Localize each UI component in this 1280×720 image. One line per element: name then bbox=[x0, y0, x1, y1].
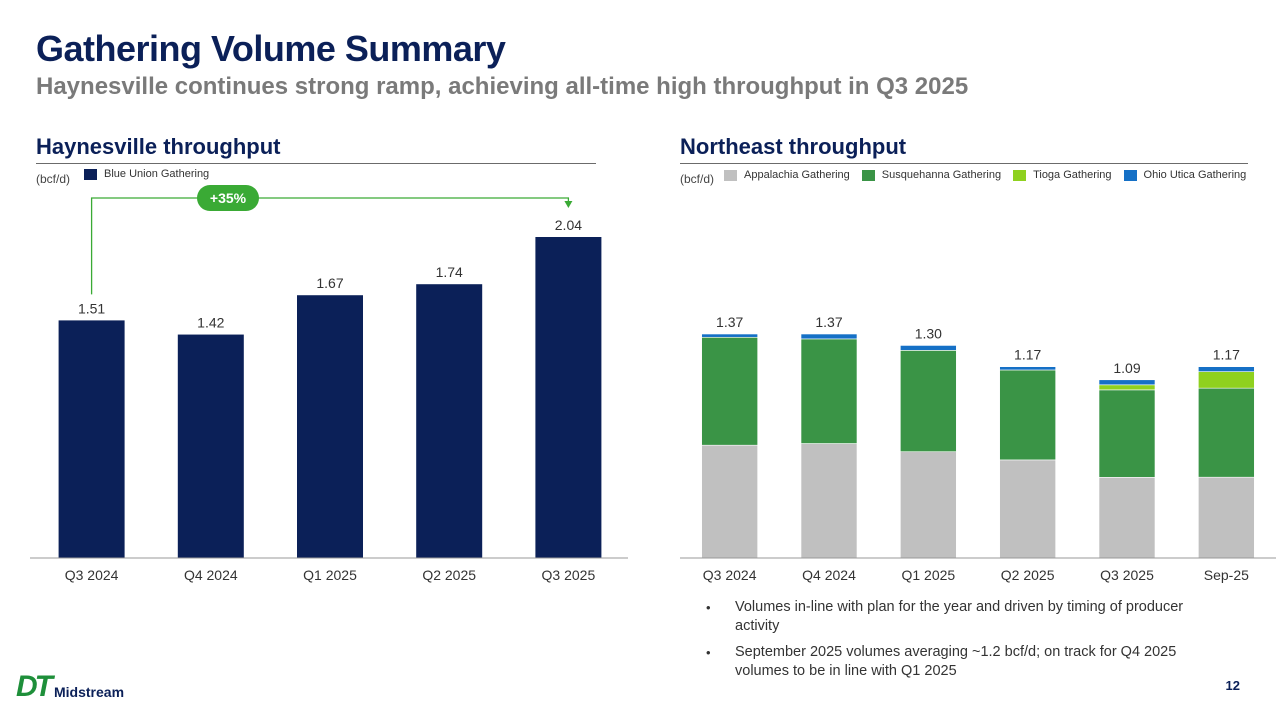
haynesville-heading: Haynesville throughput bbox=[36, 134, 281, 159]
haynesville-heading-rule bbox=[36, 163, 596, 164]
bar-segment-susquehanna-gathering-q3-2024 bbox=[701, 336, 758, 446]
data-label-q3-2024: 1.51 bbox=[78, 300, 105, 316]
bar-segment-ohio-utica-gathering-q4-2024 bbox=[800, 333, 858, 340]
bar-q1-2025 bbox=[297, 295, 363, 558]
logo-text: Midstream bbox=[54, 684, 125, 700]
bar-segment-susquehanna-gathering-q1-2025 bbox=[900, 350, 957, 453]
commentary-bullets: • Volumes in-line with plan for the year… bbox=[706, 598, 1186, 688]
bar-q2-2025 bbox=[416, 284, 483, 558]
legend-label-blue-union: Blue Union Gathering bbox=[104, 168, 210, 180]
legend-item-tioga: Tioga Gathering bbox=[1013, 169, 1112, 181]
legend-item-susquehanna: Susquehanna Gathering bbox=[861, 169, 1002, 181]
bar-segment-appalachia-gathering-sep-25 bbox=[1198, 476, 1255, 559]
tick-label-q3-2024: Q3 2024 bbox=[65, 567, 119, 583]
logo-mark: DT bbox=[16, 670, 53, 703]
bar-segment-appalachia-gathering-q4-2024 bbox=[800, 443, 858, 559]
northeast-heading: Northeast throughput bbox=[680, 134, 907, 159]
tick-label-q3-2025: Q3 2025 bbox=[542, 567, 596, 583]
bar-segment-susquehanna-gathering-q3-2025 bbox=[1098, 389, 1156, 478]
data-label-q1-2025: 1.67 bbox=[316, 275, 343, 291]
haynesville-unit: (bcf/d) bbox=[36, 172, 71, 186]
northeast-heading-rule bbox=[680, 163, 1248, 164]
tick-label-q1-2025: Q1 2025 bbox=[901, 567, 955, 583]
bar-segment-susquehanna-gathering-sep-25 bbox=[1198, 387, 1255, 478]
bar-q3-2024 bbox=[58, 320, 125, 558]
bullet-item: • September 2025 volumes averaging ~1.2 … bbox=[706, 643, 1186, 681]
bar-segment-appalachia-gathering-q2-2025 bbox=[999, 459, 1056, 559]
legend-swatch-tioga bbox=[1013, 169, 1027, 181]
bullet-dot: • bbox=[706, 645, 711, 660]
legend-swatch-susquehanna bbox=[861, 169, 875, 181]
bar-segment-ohio-utica-gathering-q2-2025 bbox=[999, 366, 1056, 371]
page-title: Gathering Volume Summary bbox=[36, 28, 506, 69]
tick-label-q1-2025: Q1 2025 bbox=[303, 567, 357, 583]
page-subtitle: Haynesville continues strong ramp, achie… bbox=[36, 73, 969, 100]
data-label-q2-2025: 1.74 bbox=[436, 264, 463, 280]
northeast-unit: (bcf/d) bbox=[680, 172, 715, 186]
bar-q4-2024 bbox=[177, 334, 244, 558]
bar-segment-ohio-utica-gathering-sep-25 bbox=[1198, 366, 1255, 372]
growth-bracket-line bbox=[90, 197, 570, 295]
tick-label-q3-2024: Q3 2024 bbox=[703, 567, 757, 583]
growth-badge-label: +35% bbox=[210, 190, 247, 206]
bar-segment-susquehanna-gathering-q2-2025 bbox=[999, 369, 1056, 461]
legend-item-ohio-utica: Ohio Utica Gathering bbox=[1123, 169, 1247, 181]
bullet-text: Volumes in-line with plan for the year a… bbox=[735, 599, 1184, 634]
tick-label-q3-2025: Q3 2025 bbox=[1100, 567, 1154, 583]
bar-segment-tioga-gathering-sep-25 bbox=[1198, 371, 1255, 389]
total-label-q1-2025: 1.30 bbox=[915, 325, 942, 341]
total-label-q4-2024: 1.37 bbox=[815, 314, 842, 330]
bar-segment-ohio-utica-gathering-q3-2025 bbox=[1098, 379, 1156, 386]
bar-segment-ohio-utica-gathering-q1-2025 bbox=[900, 345, 957, 351]
legend-item-appalachia: Appalachia Gathering bbox=[724, 169, 850, 181]
tick-label-q4-2024: Q4 2024 bbox=[184, 567, 238, 583]
bar-segment-susquehanna-gathering-q4-2024 bbox=[800, 338, 858, 444]
dt-midstream-logo: DT Midstream bbox=[16, 670, 125, 703]
bar-segment-appalachia-gathering-q1-2025 bbox=[900, 451, 957, 559]
tick-label-q2-2025: Q2 2025 bbox=[422, 567, 476, 583]
data-label-q3-2025: 2.04 bbox=[555, 217, 582, 233]
tick-label-sep-25: Sep-25 bbox=[1204, 567, 1249, 583]
legend-label-ohio-utica: Ohio Utica Gathering bbox=[1143, 169, 1247, 181]
page-number: 12 bbox=[1225, 678, 1240, 693]
legend-swatch-appalachia bbox=[724, 169, 737, 181]
tick-label-q4-2024: Q4 2024 bbox=[802, 567, 856, 583]
legend-label-tioga: Tioga Gathering bbox=[1033, 169, 1112, 181]
northeast-chart: 1.37 Q3 2024 1.37 Q4 2024 1.30 Q1 2025 1.17 Q2 … bbox=[680, 314, 1276, 583]
haynesville-legend: Blue Union Gathering bbox=[84, 168, 221, 180]
total-label-q3-2025: 1.09 bbox=[1113, 360, 1140, 376]
haynesville-chart: 1.51 Q3 2024 1.42 Q4 2024 1.67 Q1 2025 1.74 Q2 … bbox=[30, 185, 628, 583]
legend-swatch-blue-union bbox=[84, 168, 97, 180]
total-label-q2-2025: 1.17 bbox=[1014, 347, 1041, 363]
legend-swatch-ohio-utica bbox=[1123, 169, 1137, 181]
total-label-q3-2024: 1.37 bbox=[716, 314, 743, 330]
growth-arrowhead bbox=[564, 201, 573, 208]
tick-label-q2-2025: Q2 2025 bbox=[1001, 567, 1055, 583]
legend-label-susquehanna: Susquehanna Gathering bbox=[881, 169, 1002, 181]
bullet-dot: • bbox=[706, 600, 711, 615]
legend-item-blue-union: Blue Union Gathering bbox=[84, 168, 209, 180]
total-label-sep-25: 1.17 bbox=[1213, 347, 1240, 363]
bar-segment-ohio-utica-gathering-q3-2024 bbox=[701, 333, 758, 338]
bar-segment-appalachia-gathering-q3-2025 bbox=[1098, 476, 1156, 559]
bar-segment-tioga-gathering-q3-2025 bbox=[1098, 384, 1156, 391]
northeast-legend: Appalachia Gathering Susquehanna Gatheri… bbox=[724, 169, 1246, 181]
bullet-text: September 2025 volumes averaging ~1.2 bc… bbox=[735, 644, 1177, 679]
legend-label-appalachia: Appalachia Gathering bbox=[744, 169, 850, 181]
bullet-item: • Volumes in-line with plan for the year… bbox=[706, 598, 1186, 636]
bar-q3-2025 bbox=[535, 237, 602, 558]
data-label-q4-2024: 1.42 bbox=[197, 315, 224, 331]
bar-segment-appalachia-gathering-q3-2024 bbox=[701, 444, 758, 559]
growth-badge bbox=[197, 185, 259, 211]
